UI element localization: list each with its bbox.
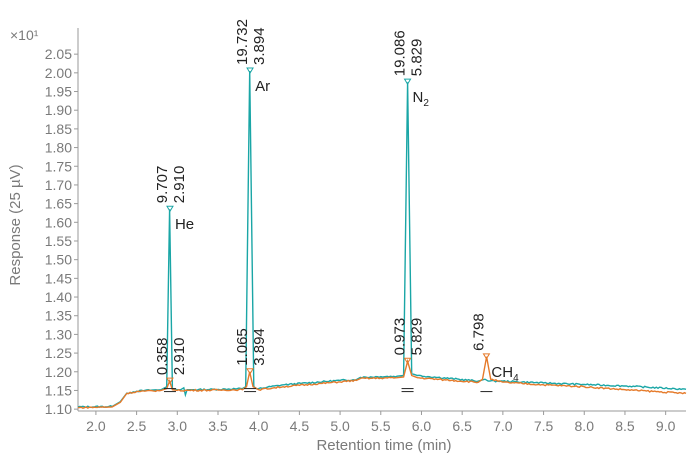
y-tick-label: 1.80 [45, 140, 72, 156]
peak-apex-marker [246, 368, 254, 375]
compound-label: CH4 [491, 364, 519, 384]
y-tick-label: 1.50 [45, 252, 72, 268]
compound-subscript: 4 [513, 373, 519, 384]
peak-rt-label: 5.829 [409, 318, 426, 356]
y-tick-label: 1.10 [45, 401, 72, 417]
y-tick-label: 1.55 [45, 233, 72, 249]
compound-label: He [175, 216, 194, 233]
y-tick-label: 1.30 [45, 326, 72, 342]
y-tick-label: 1.15 [45, 382, 72, 398]
peak-area-label: 0.358 [154, 338, 171, 376]
x-tick-label: 4.5 [290, 418, 310, 434]
x-tick-label: 2.5 [127, 418, 147, 434]
x-tick-label: 6.0 [412, 418, 432, 434]
x-tick-label: 3.5 [208, 418, 228, 434]
peak-area-label: 19.732 [234, 19, 251, 65]
peak-area-label: 1.065 [234, 328, 251, 366]
peak-area-label: 9.707 [154, 166, 171, 204]
x-tick-label: 2.0 [86, 418, 106, 434]
x-tick-label: 4.0 [249, 418, 269, 434]
y-tick-label: 1.85 [45, 121, 72, 137]
peak-area-label: 6.798 [470, 313, 487, 351]
y-tick-label: 1.20 [45, 364, 72, 380]
x-axis-title: Retention time (min) [316, 437, 451, 454]
peak-apex-marker [166, 205, 174, 213]
y-tick-label: 1.65 [45, 196, 72, 212]
peak-rt-label: 2.910 [171, 166, 188, 204]
y-tick-label: 1.75 [45, 158, 72, 174]
x-tick-label: 7.0 [493, 418, 513, 434]
peak-rt-label: 2.910 [171, 338, 188, 376]
y-axis-title: Response (25 µV) [7, 164, 24, 285]
peak-apex-marker [403, 78, 412, 86]
y-tick-label: 1.95 [45, 84, 72, 100]
peak-area-label: 19.086 [392, 30, 409, 76]
peak-apex-marker [482, 353, 491, 360]
compound-subscript: 2 [423, 98, 429, 109]
y-scale-label: ×10¹ [10, 27, 39, 43]
peak-apex-marker [246, 67, 254, 74]
y-tick-label: 1.45 [45, 270, 72, 286]
peak-rt-label: 3.894 [251, 328, 268, 366]
x-tick-label: 5.5 [371, 418, 391, 434]
peak-rt-label: 3.894 [251, 27, 268, 65]
y-tick-label: 2.00 [45, 65, 72, 81]
series-line [77, 70, 687, 409]
x-tick-label: 7.5 [534, 418, 554, 434]
x-tick-label: 8.0 [575, 418, 595, 434]
compound-label: Ar [255, 78, 270, 95]
series-line [77, 356, 687, 409]
y-tick-label: 1.25 [45, 345, 72, 361]
y-tick-label: 1.70 [45, 177, 72, 193]
x-tick-label: 9.0 [656, 418, 676, 434]
x-tick-label: 5.0 [330, 418, 350, 434]
y-tick-label: 1.90 [45, 102, 72, 118]
peak-apex-marker [403, 357, 412, 365]
peak-area-label: 0.973 [392, 318, 409, 356]
x-tick-label: 3.0 [168, 418, 188, 434]
peak-rt-label: 5.829 [409, 39, 426, 77]
peak-apex-marker [166, 377, 174, 385]
x-tick-label: 6.5 [452, 418, 472, 434]
y-tick-label: 1.35 [45, 308, 72, 324]
y-tick-label: 1.40 [45, 289, 72, 305]
y-tick-label: 2.05 [45, 46, 72, 62]
compound-label: N2 [413, 89, 430, 109]
y-tick-label: 1.60 [45, 214, 72, 230]
x-tick-label: 8.5 [615, 418, 635, 434]
